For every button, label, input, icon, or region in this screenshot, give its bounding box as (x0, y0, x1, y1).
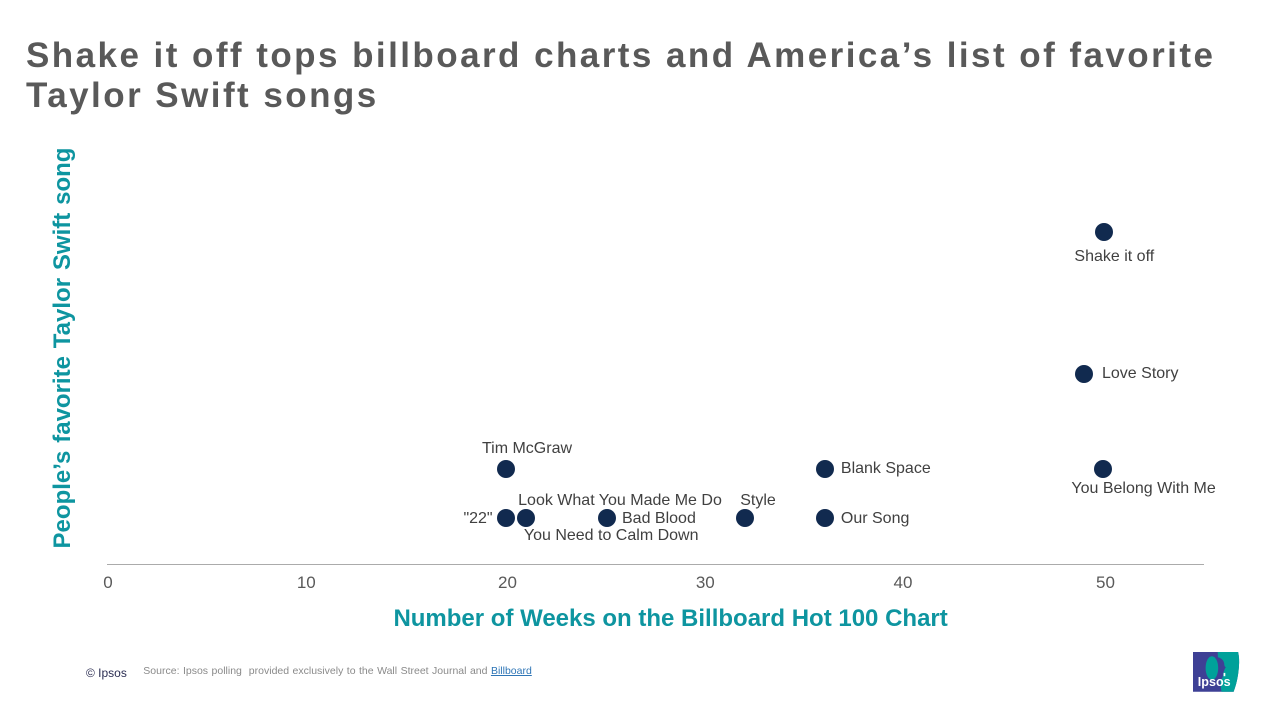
svg-text:Ipsos: Ipsos (1198, 675, 1231, 689)
